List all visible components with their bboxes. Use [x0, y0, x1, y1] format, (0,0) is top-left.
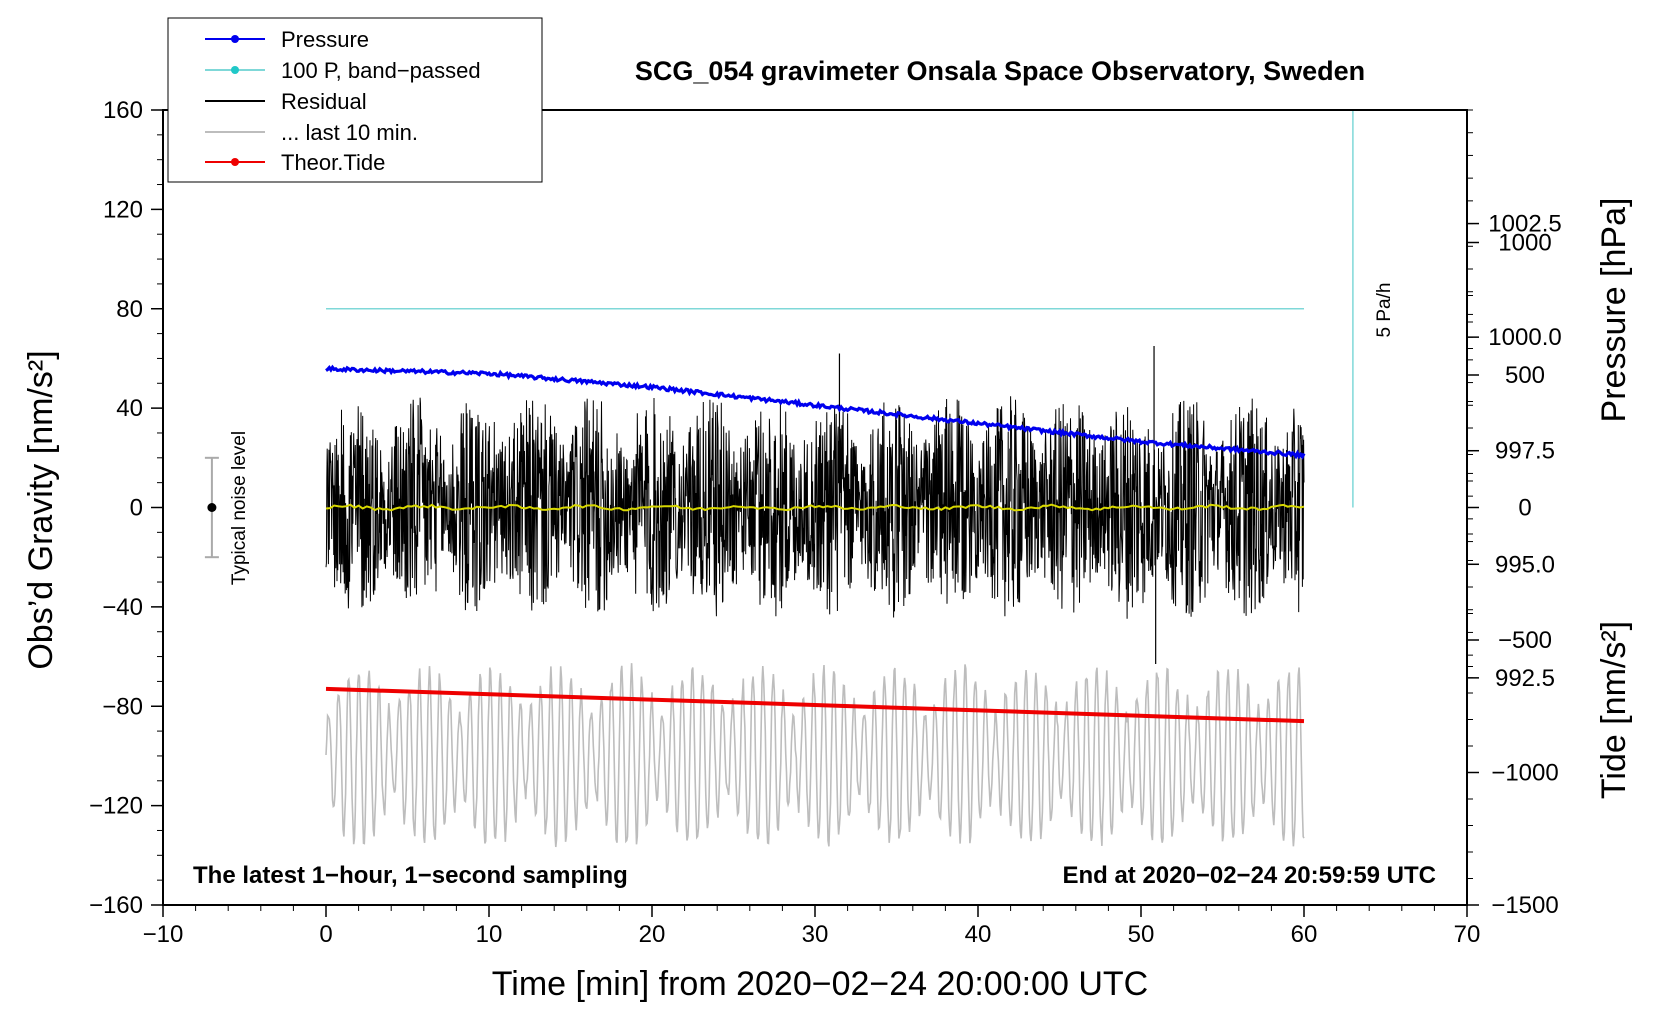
- y-axis-tide: −1500 −1000 −500 0 500 1000: [1467, 230, 1559, 919]
- x-tick-label: 0: [319, 921, 332, 948]
- y-tick-label: 80: [116, 296, 143, 323]
- pressure-tick-label: 997.5: [1495, 438, 1555, 465]
- x-axis-title: Time [min] from 2020−02−24 20:00:00 UTC: [492, 965, 1148, 1003]
- chart-title: SCG_054 gravimeter Onsala Space Observat…: [635, 56, 1365, 86]
- y-tick-label: 40: [116, 395, 143, 422]
- y-tick-label: −160: [89, 892, 143, 919]
- x-tick-label: 70: [1454, 921, 1481, 948]
- x-tick-label: 60: [1291, 921, 1318, 948]
- y-tick-label: −40: [102, 594, 143, 621]
- legend-marker-bandpassed: [231, 66, 239, 74]
- tide-tick-label: 500: [1505, 362, 1545, 389]
- series-last10-line: [325, 663, 1305, 848]
- legend-label-residual: Residual: [281, 89, 367, 114]
- y-axis-left-title: Obs’d Gravity [nm/s²]: [22, 350, 60, 669]
- pressure-tick-label: 992.5: [1495, 665, 1555, 692]
- band-rate-label: 5 Pa/h: [1374, 283, 1395, 338]
- legend: Pressure 100 P, band−passed Residual ...…: [167, 17, 543, 183]
- tide-tick-label: −500: [1498, 627, 1552, 654]
- y-axis-left: −160 −120 −80 −40 0 40 80 120 160: [89, 97, 163, 919]
- latest-note: The latest 1−hour, 1−second sampling: [193, 862, 628, 889]
- legend-label-pressure: Pressure: [281, 27, 369, 52]
- y-tick-label: 0: [130, 495, 143, 522]
- x-tick-label: 30: [802, 921, 829, 948]
- y-axis-pressure-title: Pressure [hPa]: [1595, 198, 1633, 423]
- y-tick-label: −80: [102, 693, 143, 720]
- tide-tick-label: 1000: [1498, 230, 1551, 257]
- x-tick-label: 10: [476, 921, 503, 948]
- end-note: End at 2020−02−24 20:59:59 UTC: [1062, 862, 1436, 889]
- legend-label-bandpassed: 100 P, band−passed: [281, 58, 481, 83]
- noise-label: Typical noise level: [229, 431, 250, 585]
- legend-marker-pressure: [231, 35, 239, 43]
- y-axis-pressure: 992.5 995.0 997.5 1000.0 1002.5: [1467, 109, 1562, 692]
- x-axis: −10 0 10 20 30 40 50 60 70: [143, 905, 1481, 948]
- series-smoothed-line: [325, 503, 1305, 512]
- tide-tick-label: −1500: [1491, 892, 1558, 919]
- legend-marker-tide: [231, 158, 239, 166]
- x-tick-label: 20: [639, 921, 666, 948]
- pressure-tick-label: 1002.5: [1488, 211, 1561, 238]
- x-tick-label: 40: [965, 921, 992, 948]
- series-tide-line: [325, 686, 1305, 724]
- y-tick-label: −120: [89, 793, 143, 820]
- tide-tick-label: 0: [1518, 495, 1531, 522]
- series-layer: [204, 110, 1354, 848]
- pressure-tick-label: 995.0: [1495, 551, 1555, 578]
- pressure-tick-label: 1000.0: [1488, 324, 1561, 351]
- legend-label-last10: ... last 10 min.: [281, 120, 418, 145]
- x-tick-label: 50: [1128, 921, 1155, 948]
- tide-tick-label: −1000: [1491, 760, 1558, 787]
- y-axis-tide-title: Tide [nm/s²]: [1595, 621, 1633, 799]
- x-tick-label: −10: [143, 921, 184, 948]
- y-tick-label: 120: [103, 196, 143, 223]
- series-residual-line: [325, 396, 1305, 619]
- noise-bar-center: [207, 503, 217, 512]
- legend-label-tide: Theor.Tide: [281, 150, 385, 175]
- series-pressure-line: [325, 364, 1306, 460]
- y-tick-label: 160: [103, 97, 143, 124]
